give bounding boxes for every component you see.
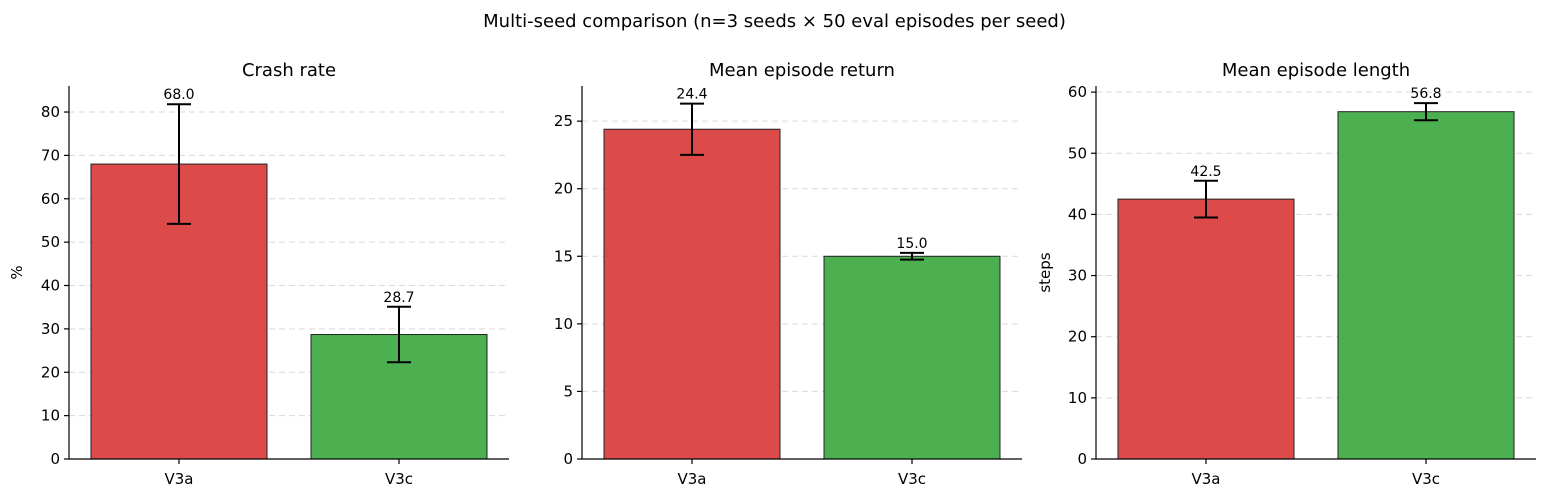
y-axis-label: % [8,265,26,279]
panel-title: Crash rate [242,60,336,81]
chart-panel-3: 42.5 V3a 56.8 V3c 0 10 20 30 40 50 60 Mean episode … [1036,60,1536,488]
y-tick-label: 0 [50,450,60,468]
y-tick-label: 5 [563,382,573,400]
y-tick-label: 50 [1068,144,1087,162]
x-tick-label: V3a [165,470,194,488]
y-tick-label: 30 [41,320,60,338]
panel-title: Mean episode length [1222,60,1410,81]
panel-title: Mean episode return [709,60,895,81]
x-tick-label: V3a [1192,470,1221,488]
y-tick-label: 60 [41,190,60,208]
bar-v3c [823,255,1001,460]
axis-spines [1095,86,1536,460]
x-tick-label: V3c [385,470,413,488]
y-tick-label: 20 [41,363,60,381]
axis-spines [581,86,1022,460]
y-tick-label: 25 [554,112,573,130]
data-label: 24.4 [676,87,707,103]
chart-panel-2: 24.4 V3a 15.0 V3c 0 5 10 15 20 25 Mean episode ret… [554,60,1022,488]
data-label: 28.7 [383,290,414,306]
y-tick-label: 0 [563,450,573,468]
y-tick-label: 10 [41,407,60,425]
y-tick-label: 20 [1068,328,1087,346]
y-tick-label: 30 [1068,267,1087,285]
x-tick-label: V3a [678,470,707,488]
y-tick-label: 10 [1068,389,1087,407]
y-tick-label: 40 [1068,205,1087,223]
bar-v3c [1337,111,1515,460]
figure-suptitle: Multi-seed comparison (n=3 seeds × 50 ev… [483,11,1066,32]
y-tick-label: 10 [554,315,573,333]
chart-panel-1: 68.0 V3a 28.7 V3c 0 10 20 30 40 50 60 70 80 Crash rat… [8,60,509,488]
y-axis-label: steps [1036,252,1054,292]
data-label: 68.0 [163,87,194,103]
data-label: 42.5 [1190,164,1221,180]
y-tick-label: 40 [41,277,60,295]
y-tick-label: 0 [1077,450,1087,468]
bar-v3a [1117,198,1295,460]
bar-v3a [603,128,781,460]
y-tick-label: 50 [41,233,60,251]
y-tick-label: 70 [41,146,60,164]
y-tick-label: 20 [554,180,573,198]
data-label: 15.0 [896,236,927,252]
y-tick-label: 80 [41,103,60,121]
y-tick-label: 60 [1068,83,1087,101]
x-tick-label: V3c [1412,470,1440,488]
x-tick-label: V3c [898,470,926,488]
data-label: 56.8 [1410,86,1441,102]
axis-spines [68,86,509,460]
y-tick-label: 15 [554,247,573,265]
